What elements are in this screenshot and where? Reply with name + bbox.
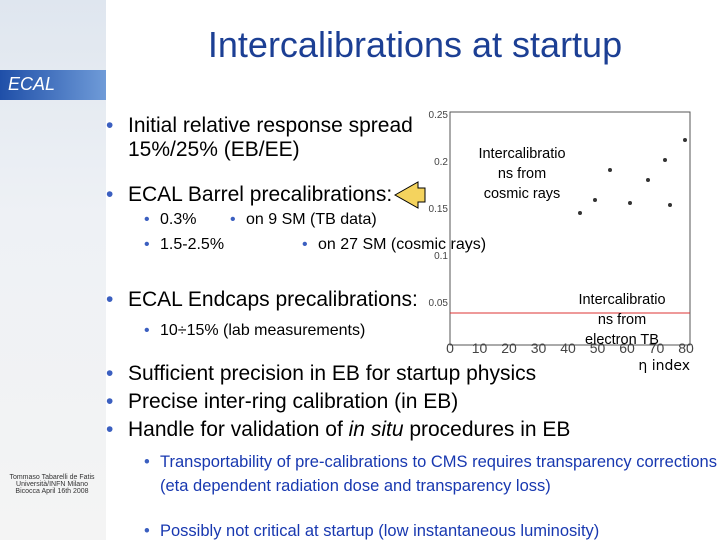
x-tick-label: 70 [648, 340, 665, 356]
x-tick-label: 50 [589, 340, 606, 356]
x-tick-label: 10 [471, 340, 488, 356]
callout-line: Intercalibratio [578, 292, 666, 308]
y-tick-label: 0.15 [428, 204, 448, 215]
x-tick-label: 30 [530, 340, 547, 356]
bullet: ECAL Barrel precalibrations: [106, 183, 392, 207]
logo-band [0, 70, 106, 100]
bullet: Initial relative response spread 15%/25%… [106, 114, 428, 162]
sub-bullet: 1.5-2.5% [144, 236, 224, 254]
y-tick-label: 0.25 [428, 110, 448, 121]
footer: Tommaso Tabarelli de Fatis Università/IN… [9, 474, 95, 495]
bullet: Sufficient precision in EB for startup p… [106, 362, 536, 386]
sub-bullet: Possibly not critical at startup (low in… [144, 522, 599, 541]
plot: η index [449, 111, 691, 374]
y-tick-label: 0.05 [428, 298, 448, 309]
y-tick-label: 0.2 [434, 157, 448, 168]
bullet: ECAL Endcaps precalibrations: [106, 288, 418, 312]
text-run: Handle for validation of [128, 418, 349, 441]
y-tick-label: 0.1 [434, 251, 448, 262]
text-run: in situ [348, 418, 404, 441]
callout: Intercalibratio ns from cosmic rays [462, 144, 582, 204]
bullet: Handle for validation of in situ procedu… [106, 418, 571, 442]
callout-line: ns from [597, 312, 647, 328]
x-tick-label: 20 [501, 340, 517, 356]
arrow [393, 181, 426, 209]
sub-bullet-text: on 9 SM (TB data) [230, 211, 377, 229]
x-tick-label: 60 [619, 340, 635, 356]
title: Intercalibrations at startup [207, 24, 623, 65]
text-run: procedures in EB [403, 418, 571, 441]
sub-bullet: Transportability of pre-calibrations to … [144, 450, 720, 498]
x-label: η index [638, 358, 690, 374]
sub-bullet: 10÷15% (lab measurements) [144, 322, 365, 340]
callout-line: cosmic rays [483, 186, 561, 202]
x-tick-label: 40 [560, 340, 576, 356]
callout-line: electron TB [585, 332, 659, 348]
x-tick-label: 80 [678, 340, 694, 356]
logo: ECAL [8, 74, 56, 94]
bullet: Precise inter-ring calibration (in EB) [106, 390, 458, 414]
x-tick-label: 0 [446, 340, 454, 356]
callout-line: ns from [497, 166, 547, 182]
plot-frame [449, 111, 691, 346]
points [568, 138, 687, 215]
sub-bullet-text: on 27 SM (cosmic rays) [302, 236, 486, 254]
sub-bullet: 0.3% [144, 211, 197, 229]
callout-line: Intercalibratio [478, 146, 566, 162]
callout: Intercalibratio ns from electron TB [556, 290, 688, 350]
